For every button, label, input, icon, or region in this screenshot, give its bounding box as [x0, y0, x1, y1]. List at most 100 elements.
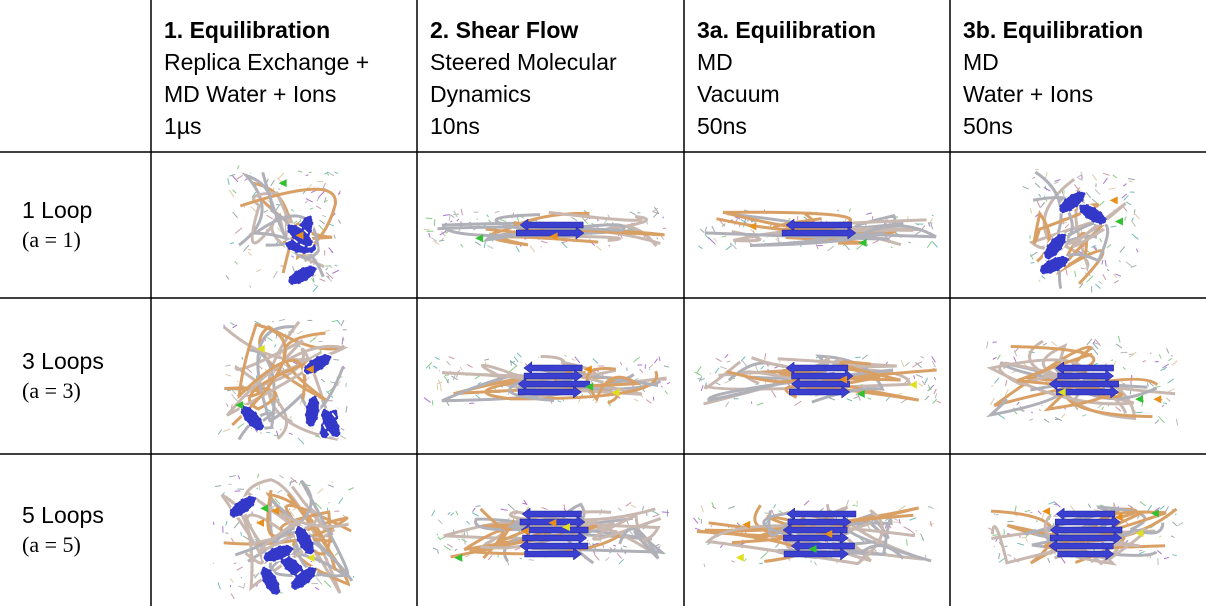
- side-chain: [1017, 402, 1019, 405]
- side-chain: [994, 378, 999, 384]
- side-chain: [925, 396, 929, 400]
- side-chain: [477, 219, 478, 220]
- side-chain: [1081, 172, 1083, 173]
- side-chain: [229, 190, 233, 197]
- side-chain: [318, 191, 324, 197]
- side-chain: [1032, 177, 1034, 178]
- side-chain: [472, 513, 479, 517]
- side-chain: [921, 356, 924, 358]
- side-chain: [804, 501, 809, 506]
- side-chain: [1176, 419, 1177, 425]
- side-chain: [704, 564, 705, 567]
- accent-strand: [736, 554, 744, 562]
- side-chain: [1077, 175, 1081, 178]
- molecule-image: [698, 208, 937, 251]
- side-chain: [862, 355, 867, 359]
- side-chain: [433, 366, 437, 369]
- side-chain: [1162, 405, 1163, 407]
- side-chain: [1168, 379, 1174, 383]
- side-chain: [705, 235, 709, 239]
- side-chain: [868, 398, 871, 400]
- side-chain: [530, 246, 534, 252]
- side-chain: [564, 355, 566, 356]
- side-chain: [271, 180, 275, 186]
- side-chain: [987, 342, 988, 349]
- side-chain: [242, 357, 243, 360]
- side-chain: [772, 390, 777, 397]
- side-chain: [218, 582, 220, 589]
- side-chain: [920, 384, 921, 385]
- molecule-image: [213, 474, 354, 599]
- side-chain: [433, 548, 439, 551]
- side-chain: [313, 286, 318, 292]
- side-chain: [1107, 269, 1109, 271]
- side-chain: [300, 219, 301, 221]
- side-chain: [744, 558, 746, 561]
- side-chain: [609, 245, 610, 247]
- side-chain: [1102, 260, 1103, 264]
- side-chain: [426, 362, 432, 368]
- side-chain: [1026, 538, 1028, 542]
- side-chain: [698, 246, 702, 249]
- side-chain: [755, 365, 758, 372]
- side-chain: [1066, 269, 1067, 275]
- side-chain: [324, 581, 331, 588]
- side-chain: [618, 508, 622, 511]
- side-chain: [444, 546, 451, 551]
- side-chain: [1055, 417, 1062, 420]
- side-chain: [657, 238, 658, 240]
- side-chain: [1100, 201, 1104, 205]
- side-chain: [338, 193, 340, 194]
- side-chain: [1136, 412, 1143, 413]
- side-chain: [1173, 522, 1177, 526]
- side-chain: [1017, 543, 1024, 545]
- column-header: 2. Shear FlowSteered MolecularDynamics10…: [430, 14, 617, 142]
- side-chain: [348, 488, 353, 491]
- side-chain: [215, 486, 221, 487]
- column-title: 3a. Equilibration: [697, 14, 876, 46]
- accent-strand: [748, 222, 756, 230]
- side-chain: [241, 532, 242, 536]
- side-chain: [649, 369, 650, 370]
- column-detail: MD Water + Ions: [164, 78, 369, 110]
- side-chain: [1161, 369, 1166, 371]
- side-chain: [235, 261, 238, 264]
- side-chain: [561, 242, 567, 248]
- side-chain: [1023, 186, 1029, 189]
- side-chain: [1125, 217, 1127, 221]
- side-chain: [847, 399, 853, 401]
- side-chain: [722, 236, 727, 237]
- side-chain: [321, 379, 325, 382]
- side-chain: [310, 208, 313, 209]
- side-chain: [930, 524, 934, 525]
- side-chain: [1137, 516, 1139, 518]
- side-chain: [728, 506, 734, 508]
- molecule-image: [424, 207, 666, 252]
- side-chain: [484, 359, 488, 360]
- side-chain: [314, 284, 317, 285]
- accent-strand: [1110, 196, 1118, 204]
- side-chain: [1095, 189, 1100, 194]
- side-chain: [338, 220, 340, 224]
- side-chain: [327, 173, 329, 175]
- side-chain: [1157, 550, 1161, 554]
- column-detail: 1µs: [164, 110, 369, 142]
- side-chain: [886, 397, 889, 401]
- side-chain: [424, 398, 431, 403]
- side-chain: [1114, 280, 1119, 283]
- side-chain: [1031, 412, 1032, 413]
- side-chain: [928, 385, 929, 389]
- accent-strand: [1115, 217, 1123, 225]
- side-chain: [237, 567, 243, 570]
- side-chain: [837, 210, 838, 211]
- side-chain: [1095, 284, 1100, 289]
- side-chain: [273, 271, 277, 278]
- side-chain: [1123, 367, 1125, 369]
- side-chain: [322, 215, 326, 216]
- row-label: 3 Loops(a = 3): [22, 346, 104, 406]
- side-chain: [445, 375, 447, 376]
- side-chain: [438, 520, 442, 524]
- side-chain: [458, 539, 460, 540]
- side-chain: [1030, 512, 1032, 513]
- side-chain: [500, 220, 506, 222]
